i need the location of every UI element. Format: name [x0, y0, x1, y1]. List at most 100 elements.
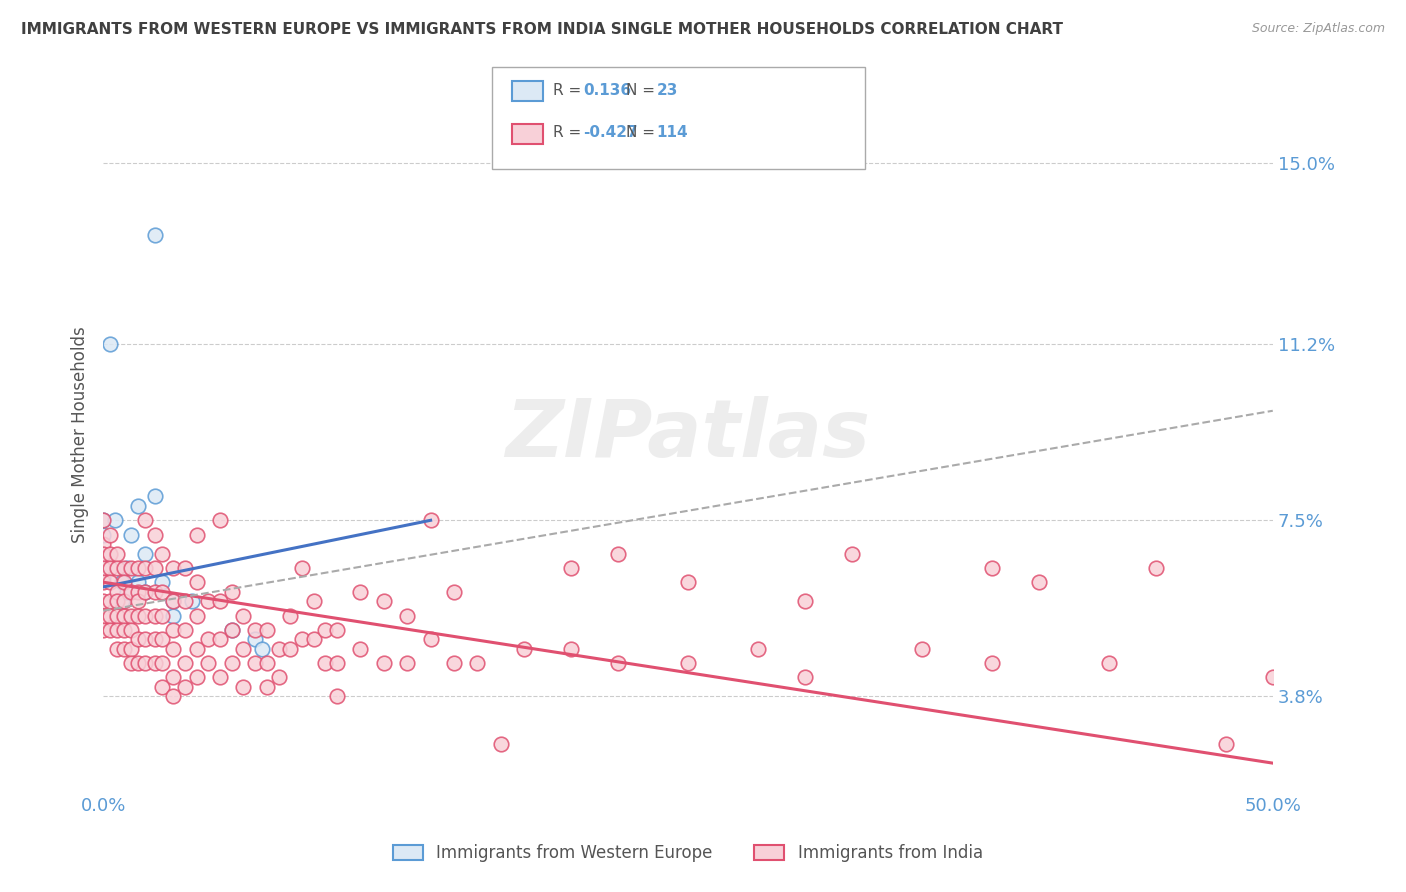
- Point: [373, 594, 395, 608]
- Point: [197, 594, 219, 608]
- Point: [981, 656, 1004, 670]
- Point: [98, 575, 121, 590]
- Point: [120, 584, 142, 599]
- Point: [120, 561, 142, 575]
- Point: [127, 608, 149, 623]
- Text: R =: R =: [553, 126, 586, 140]
- Point: [98, 547, 121, 561]
- Point: [143, 561, 166, 575]
- Point: [396, 656, 419, 670]
- Point: [162, 561, 184, 575]
- Point: [105, 623, 128, 637]
- Point: [278, 641, 301, 656]
- Text: R =: R =: [553, 83, 586, 97]
- Point: [143, 632, 166, 647]
- Point: [104, 513, 127, 527]
- Point: [91, 561, 114, 575]
- Point: [793, 670, 815, 684]
- Point: [112, 641, 135, 656]
- Point: [243, 632, 266, 647]
- Point: [467, 656, 489, 670]
- Point: [134, 513, 156, 527]
- Point: [134, 584, 156, 599]
- Point: [111, 594, 134, 608]
- Point: [112, 575, 135, 590]
- Point: [373, 656, 395, 670]
- Point: [302, 594, 325, 608]
- Text: 23: 23: [657, 83, 678, 97]
- Point: [349, 584, 371, 599]
- Point: [112, 608, 135, 623]
- Point: [243, 623, 266, 637]
- Point: [256, 623, 278, 637]
- Point: [197, 656, 219, 670]
- Point: [134, 656, 156, 670]
- Point: [326, 656, 349, 670]
- Point: [91, 575, 114, 590]
- Point: [419, 632, 441, 647]
- Point: [143, 227, 166, 242]
- Point: [143, 656, 166, 670]
- Point: [120, 527, 142, 541]
- Point: [1144, 561, 1167, 575]
- Point: [209, 670, 232, 684]
- Point: [143, 608, 166, 623]
- Point: [243, 656, 266, 670]
- Point: [91, 623, 114, 637]
- Point: [127, 584, 149, 599]
- Point: [127, 594, 149, 608]
- Point: [111, 575, 134, 590]
- Point: [98, 594, 121, 608]
- Point: [162, 608, 184, 623]
- Y-axis label: Single Mother Households: Single Mother Households: [72, 326, 89, 543]
- Point: [127, 656, 149, 670]
- Point: [302, 632, 325, 647]
- Point: [1215, 737, 1237, 751]
- Point: [120, 656, 142, 670]
- Point: [91, 547, 114, 561]
- Point: [150, 608, 173, 623]
- Point: [91, 570, 114, 584]
- Point: [150, 575, 173, 590]
- Point: [162, 690, 184, 704]
- Point: [1261, 670, 1284, 684]
- Point: [162, 623, 184, 637]
- Point: [162, 641, 184, 656]
- Point: [291, 632, 314, 647]
- Legend: Immigrants from Western Europe, Immigrants from India: Immigrants from Western Europe, Immigran…: [387, 838, 990, 869]
- Point: [91, 527, 114, 541]
- Point: [443, 584, 465, 599]
- Point: [98, 623, 121, 637]
- Point: [134, 584, 156, 599]
- Point: [232, 641, 254, 656]
- Point: [127, 499, 149, 513]
- Point: [419, 513, 441, 527]
- Text: N =: N =: [626, 83, 659, 97]
- Point: [91, 608, 114, 623]
- Point: [162, 594, 184, 608]
- Point: [98, 608, 121, 623]
- Point: [221, 584, 243, 599]
- Point: [396, 608, 419, 623]
- Point: [1098, 656, 1121, 670]
- Point: [221, 623, 243, 637]
- Point: [489, 737, 512, 751]
- Point: [115, 561, 138, 575]
- Point: [150, 680, 173, 694]
- Point: [134, 608, 156, 623]
- Point: [232, 608, 254, 623]
- Point: [267, 641, 290, 656]
- Text: 0.136: 0.136: [583, 83, 631, 97]
- Point: [105, 594, 128, 608]
- Point: [174, 623, 197, 637]
- Point: [197, 632, 219, 647]
- Text: N =: N =: [626, 126, 659, 140]
- Point: [143, 490, 166, 504]
- Point: [267, 670, 290, 684]
- Point: [981, 561, 1004, 575]
- Point: [911, 641, 934, 656]
- Point: [120, 608, 142, 623]
- Point: [209, 594, 232, 608]
- Text: 114: 114: [657, 126, 688, 140]
- Point: [326, 690, 349, 704]
